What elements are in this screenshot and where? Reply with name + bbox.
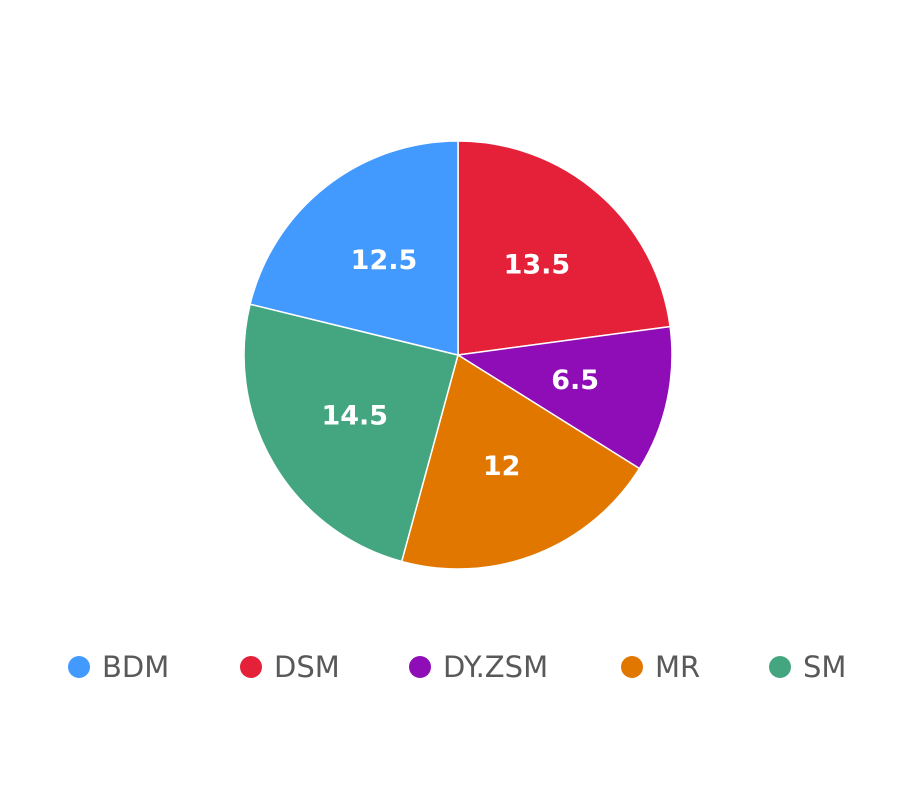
slice-value-label-bdm: 12.5 (351, 245, 418, 276)
pie-slice-mr[interactable] (400, 353, 641, 570)
pie-slice-dy-zsm[interactable] (455, 325, 673, 470)
legend-label-dsm: DSM (274, 650, 340, 684)
legend-swatch-mr (621, 656, 643, 678)
chart-legend: BDM DSM DY.ZSM MR SM (0, 645, 915, 689)
legend-item-dy-zsm[interactable]: DY.ZSM (409, 645, 548, 689)
slice-value-label-mr: 12 (483, 451, 521, 482)
slice-value-label-dy-zsm: 6.5 (551, 365, 599, 396)
pie-plot-area: 13.5 6.5 12 14.5 12.5 (243, 140, 673, 570)
legend-item-bdm[interactable]: BDM (68, 645, 169, 689)
pie-slice-dsm[interactable] (457, 140, 671, 356)
legend-label-dy-zsm: DY.ZSM (443, 650, 549, 684)
legend-item-dsm[interactable]: DSM (240, 645, 340, 689)
legend-label-mr: MR (655, 650, 701, 684)
slice-value-label-sm: 14.5 (321, 400, 388, 431)
legend-label-sm: SM (803, 650, 847, 684)
slice-value-label-dsm: 13.5 (504, 249, 571, 280)
pie-slice-sm[interactable] (243, 303, 459, 563)
legend-swatch-sm (769, 656, 791, 678)
legend-swatch-bdm (68, 656, 90, 678)
legend-swatch-dy-zsm (409, 656, 431, 678)
legend-swatch-dsm (240, 656, 262, 678)
pie-slice-bdm[interactable] (249, 140, 459, 356)
legend-label-bdm: BDM (102, 650, 170, 684)
legend-item-mr[interactable]: MR (621, 645, 700, 689)
legend-item-sm[interactable]: SM (769, 645, 846, 689)
